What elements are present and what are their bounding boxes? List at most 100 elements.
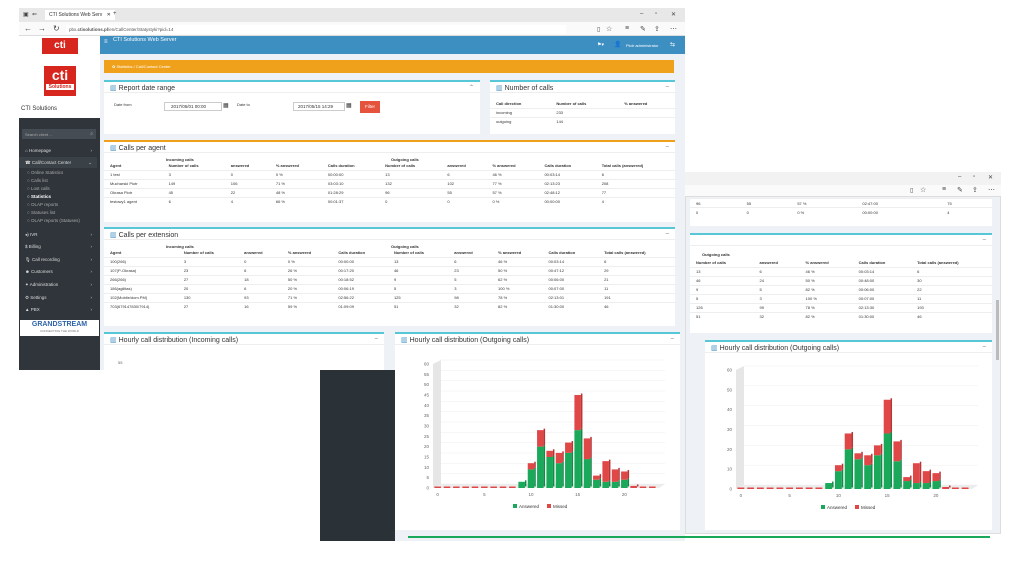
browser-tab[interactable]: CTI Solutions Web Serv ✕ [45, 10, 115, 20]
calendar-from-icon[interactable]: ▦ [223, 103, 229, 109]
extension-header-cell[interactable]: Calls duration [338, 249, 366, 255]
front-notes-icon[interactable]: ✎ [957, 187, 963, 194]
agent-header-cell[interactable]: Calls duration [544, 162, 572, 168]
front-hub-icon[interactable]: ≡ [942, 186, 947, 193]
logout-icon[interactable]: ⇆ [670, 42, 676, 48]
calls-header-cell[interactable]: % answered [624, 100, 648, 106]
date-from-input[interactable]: 2017/05/01 00:00 [164, 102, 222, 111]
calls-header-cell[interactable]: Call direction [496, 100, 522, 106]
sidebar-subitem[interactable]: ○ OLAP reports [19, 201, 97, 208]
collapse-icon[interactable]: ⌃ [468, 85, 474, 91]
front-toolbar [685, 185, 1001, 197]
overlay-extension-header-cell[interactable]: Total calls (answered) [917, 259, 959, 265]
sidebar-subitem[interactable]: ○ Statuses list [19, 209, 97, 216]
share-icon[interactable]: ⇪ [654, 26, 660, 33]
overlay-extension-header-cell[interactable]: Number of calls [696, 259, 727, 265]
tab-list-icon[interactable]: ▣ [23, 12, 29, 18]
back-icon[interactable]: ← [24, 24, 32, 33]
front-more-icon[interactable]: ⋯ [988, 187, 995, 194]
agent-header-cell[interactable]: Total calls (answered) [601, 162, 644, 168]
menu-toggle-icon[interactable]: ≡ [104, 39, 108, 45]
header-logo[interactable]: cti [42, 38, 78, 54]
sidebar-item-9[interactable]: ▲ PBX › [19, 304, 97, 315]
extension-header-cell[interactable]: Number of calls [183, 249, 214, 255]
collapse-icon[interactable]: – [670, 336, 674, 342]
calls-header-cell[interactable]: Number of calls [556, 100, 587, 106]
sidebar-subitem[interactable]: ○ OLAP reports (Statuses) [19, 217, 97, 224]
date-to-input[interactable]: 2017/05/15 14:29 [293, 102, 345, 111]
extension-header-cell[interactable]: Agent [110, 249, 122, 255]
sidebar-item-3[interactable]: ◂) IVR › [19, 229, 97, 240]
tab-close-icon[interactable]: ✕ [106, 12, 111, 18]
agent-header-cell[interactable]: % answered [492, 162, 516, 168]
search-box[interactable]: Search client ... ⌕ [22, 129, 96, 139]
front-share-icon[interactable]: ⇪ [972, 187, 978, 194]
search-icon[interactable]: ⌕ [90, 131, 93, 137]
collapse-icon[interactable]: – [982, 237, 986, 243]
chevron-icon: › [90, 257, 93, 262]
collapse-icon[interactable]: – [665, 84, 669, 90]
filter-button[interactable]: Filter [360, 101, 380, 113]
extension-header-cell[interactable]: answered [244, 249, 263, 255]
bar-answered-12 [854, 459, 862, 489]
agent-header-cell[interactable]: Number of calls [385, 162, 416, 168]
front-close-icon[interactable]: ✕ [988, 175, 994, 181]
collapse-icon[interactable]: – [665, 144, 669, 150]
minimize-icon[interactable]: – [640, 11, 644, 17]
breadcrumb-text[interactable]: Statistics / Call/Contact Center [116, 64, 171, 69]
more-icon[interactable]: ⋯ [670, 26, 677, 33]
agent-header-cell[interactable]: Calls duration [327, 162, 355, 168]
front-minimize-icon[interactable]: – [958, 174, 962, 180]
overlay-extension-header-cell[interactable]: % answered [805, 259, 829, 265]
notifications-icon[interactable]: ⚑▾ [597, 42, 604, 48]
collapse-icon[interactable]: – [665, 231, 669, 237]
notes-icon[interactable]: ✎ [640, 26, 646, 33]
tab-back-icon[interactable]: ⇐ [32, 12, 38, 18]
sidebar-item-5[interactable]: 🎙 Call recording › [19, 254, 97, 265]
user-avatar-icon[interactable]: 👤 [614, 42, 622, 48]
extension-header-cell[interactable]: Number of calls [393, 249, 424, 255]
overlay-extension-header-cell[interactable]: answered [759, 259, 778, 265]
sidebar-subitem[interactable]: ○ Lost calls [19, 185, 97, 192]
front-maximize-icon[interactable]: ▫ [973, 174, 976, 180]
extension-header-cell[interactable]: Total calls (answered) [604, 249, 646, 255]
collapse-icon[interactable]: – [982, 344, 986, 350]
extension-header-cell[interactable]: answered [454, 249, 473, 255]
front-favorite-icon[interactable]: ☆ [920, 187, 927, 194]
front-scrollbar[interactable] [996, 300, 999, 360]
sidebar-item-2[interactable]: ☎ Call/Contact Center ⌄ [19, 157, 97, 168]
calendar-to-icon[interactable]: ▦ [346, 103, 352, 109]
bar-answered-15 [883, 433, 891, 489]
extension-header-cell[interactable]: % answered [498, 249, 522, 255]
sidebar-item-7[interactable]: ✦ Administration › [19, 279, 97, 290]
agent-header-cell[interactable]: Agent [110, 162, 122, 168]
bar-answered-9 [518, 481, 525, 488]
agent-header-cell[interactable]: % answered [275, 162, 299, 168]
user-name[interactable]: Piotr administrator [626, 43, 659, 48]
overlay-extension-header-cell[interactable]: Calls duration [858, 259, 886, 265]
sidebar-item-1[interactable]: ⌂ Homepage › [19, 145, 97, 156]
extension-header-cell[interactable]: % answered [287, 249, 312, 255]
agent-header-cell[interactable]: answered [447, 162, 466, 168]
refresh-icon[interactable]: ↻ [53, 24, 60, 33]
agent-header-cell[interactable]: Number of calls [168, 162, 199, 168]
sidebar-item-4[interactable]: $ Billing › [19, 241, 97, 252]
favorite-icon[interactable]: ☆ [606, 26, 613, 33]
sidebar-subitem[interactable]: ○ Statistics [19, 193, 97, 200]
agent-cell: 0 % [492, 199, 500, 205]
reading-view-icon[interactable]: ▯ [597, 27, 601, 33]
extension-header-cell[interactable]: Calls duration [548, 249, 576, 255]
close-window-icon[interactable]: ✕ [671, 12, 677, 18]
sidebar-item-8[interactable]: ⚙ Settings › [19, 292, 97, 303]
new-tab-icon[interactable]: + [113, 11, 117, 17]
address-bar[interactable]: pbx.ctisolutions.pl/en/CallCenter/Statys… [66, 25, 566, 34]
front-reading-icon[interactable]: ▯ [910, 188, 914, 194]
forward-icon[interactable]: → [38, 24, 46, 33]
sidebar-subitem[interactable]: ○ Calls list [19, 177, 97, 184]
sidebar-subitem[interactable]: ○ Online Statistics [19, 169, 97, 176]
maximize-icon[interactable]: ▫ [655, 11, 658, 17]
agent-header-cell[interactable]: answered [230, 162, 250, 168]
sidebar-item-6[interactable]: ☻ Customers › [19, 266, 97, 277]
hub-icon[interactable]: ≡ [625, 25, 630, 32]
collapse-icon[interactable]: – [374, 336, 378, 342]
